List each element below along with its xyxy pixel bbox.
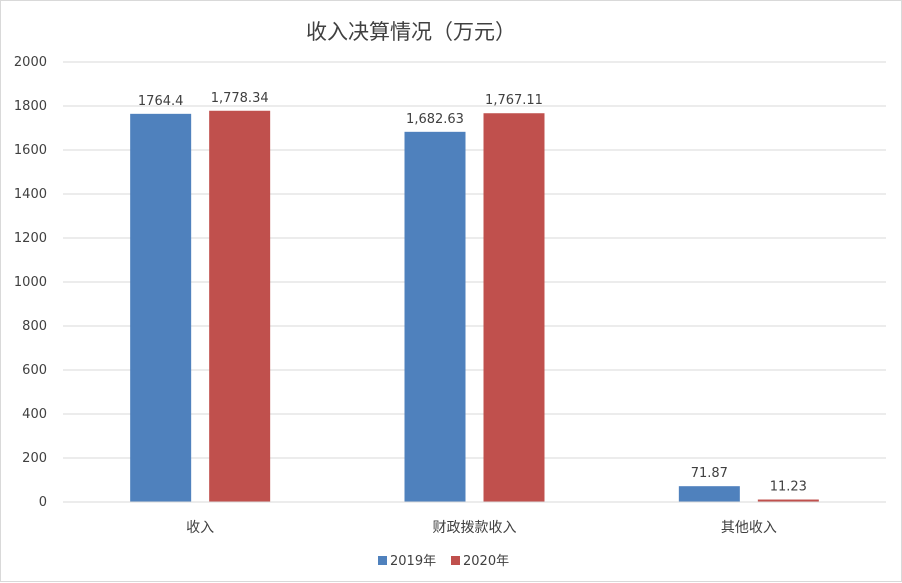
bar-2019年-收入	[130, 113, 192, 502]
data-label: 11.23	[770, 480, 807, 495]
chart-title: 收入决算情况（万元）	[306, 20, 516, 44]
legend-swatch	[451, 556, 460, 565]
data-label: 1,767.11	[485, 93, 543, 108]
gridlines	[63, 61, 886, 503]
y-tick-label: 1600	[14, 143, 47, 158]
y-tick-label: 1400	[14, 187, 47, 202]
y-tick-label: 800	[22, 319, 47, 334]
data-label: 1,682.63	[406, 112, 464, 127]
bar-2019年-财政拨款收入	[404, 131, 466, 502]
y-tick-label: 600	[22, 363, 47, 378]
legend-swatch	[378, 556, 387, 565]
x-axis: 收入 财政拨款收入 其他收入	[63, 501, 886, 536]
bar-2020年-收入	[209, 110, 271, 502]
legend-label: 2020年	[463, 554, 509, 569]
x-category-label: 其他收入	[721, 520, 777, 536]
legend-label: 2019年	[390, 554, 436, 569]
y-tick-label: 1800	[14, 99, 47, 114]
legend: 2019年 2020年	[378, 554, 509, 569]
y-tick-label: 0	[39, 495, 47, 510]
bar-2020年-其他收入	[757, 499, 819, 502]
data-label: 1,778.34	[211, 91, 269, 106]
data-label: 71.87	[691, 466, 728, 481]
y-tick-label: 2000	[14, 55, 47, 70]
bar-2019年-其他收入	[678, 486, 740, 502]
x-category-label: 收入	[186, 520, 214, 536]
bar-2020年-财政拨款收入	[483, 113, 545, 502]
x-category-label: 财政拨款收入	[433, 520, 517, 536]
y-tick-label: 200	[22, 451, 47, 466]
y-tick-label: 1200	[14, 231, 47, 246]
bars: 1764.4 1,778.34 1,682.63 1,767.11 71.87 11.23	[130, 91, 819, 502]
y-axis: 0 200 400 600 800 1000 1200 1400 1600 1800 2000	[14, 55, 47, 510]
y-tick-label: 1000	[14, 275, 47, 290]
data-label: 1764.4	[138, 94, 184, 109]
y-tick-label: 400	[22, 407, 47, 422]
